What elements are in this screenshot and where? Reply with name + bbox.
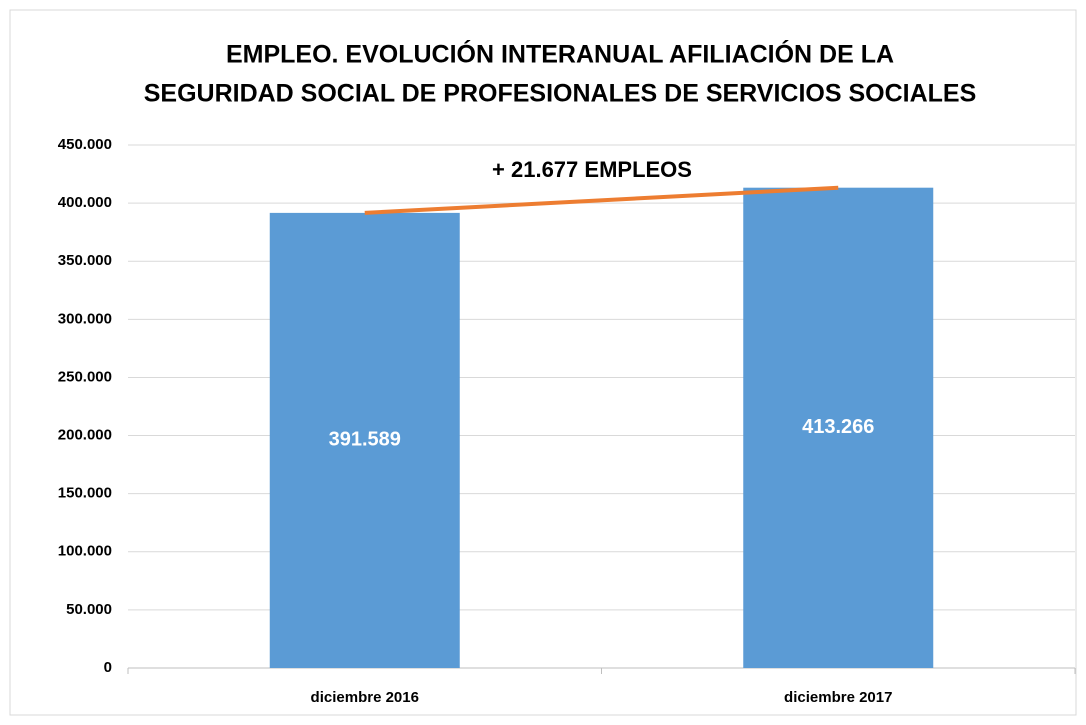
y-tick-label: 250.000 xyxy=(58,368,112,385)
y-tick-label: 150.000 xyxy=(58,485,112,502)
trend-line xyxy=(364,185,839,215)
y-tick-label: 300.000 xyxy=(58,310,112,327)
x-tick-label: diciembre 2017 xyxy=(784,689,892,706)
chart-title: EMPLEO. EVOLUCIÓN INTERANUAL AFILIACIÓN … xyxy=(226,39,894,69)
bar xyxy=(269,212,460,668)
y-tick-label: 200.000 xyxy=(58,427,112,444)
annotation: + 21.677 EMPLEOS xyxy=(492,157,692,182)
value-label: 413.266 xyxy=(802,416,874,438)
chart-title: SEGURIDAD SOCIAL DE PROFESIONALES DE SER… xyxy=(144,80,977,108)
y-tick-label: 400.000 xyxy=(58,194,112,211)
x-tick-label: diciembre 2016 xyxy=(311,689,419,706)
y-tick-label: 50.000 xyxy=(66,601,112,618)
bar xyxy=(743,187,934,669)
y-tick-label: 100.000 xyxy=(58,543,112,560)
value-label: 391.589 xyxy=(329,429,401,451)
y-tick-label: 0 xyxy=(104,659,112,676)
y-tick-label: 350.000 xyxy=(58,252,112,269)
y-tick-label: 450.000 xyxy=(58,136,112,153)
